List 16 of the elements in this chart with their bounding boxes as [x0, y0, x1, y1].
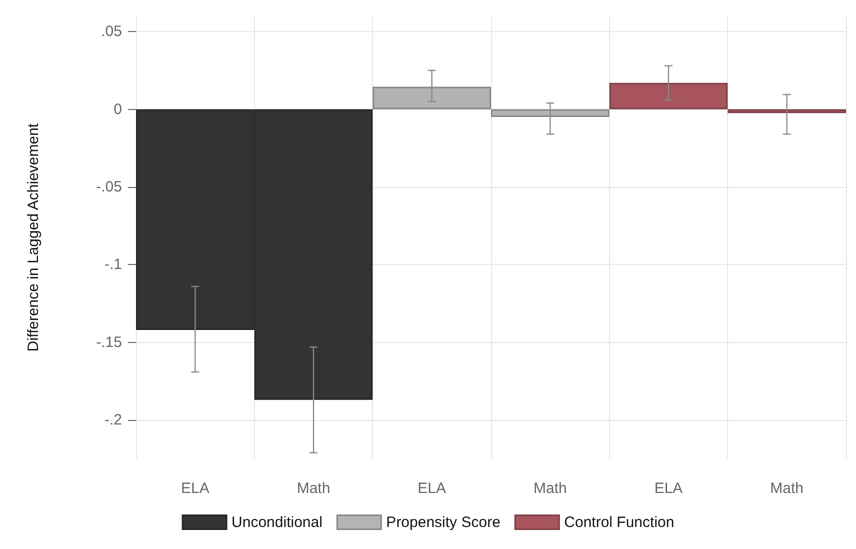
y-tick-label: -.1 — [104, 256, 122, 274]
y-tick-label: 0 — [114, 100, 122, 118]
legend-label: Control Function — [564, 514, 674, 531]
legend-label: Propensity Score — [386, 514, 500, 531]
y-tick-label: .05 — [101, 23, 122, 40]
x-tick-label: Math — [296, 480, 330, 497]
x-tick-label: ELA — [654, 480, 683, 497]
y-tick-label: -.05 — [96, 178, 122, 196]
legend-label: Unconditional — [232, 514, 322, 531]
y-axis-title: Difference in Lagged Achievement — [25, 122, 42, 352]
x-tick-label: Math — [770, 480, 804, 497]
y-tick-label: -.15 — [96, 334, 122, 351]
y-tick-label: -.2 — [104, 412, 122, 429]
x-tick-label: ELA — [180, 480, 210, 497]
x-tick-label: ELA — [418, 480, 446, 497]
x-tick-label: Math — [533, 480, 567, 497]
